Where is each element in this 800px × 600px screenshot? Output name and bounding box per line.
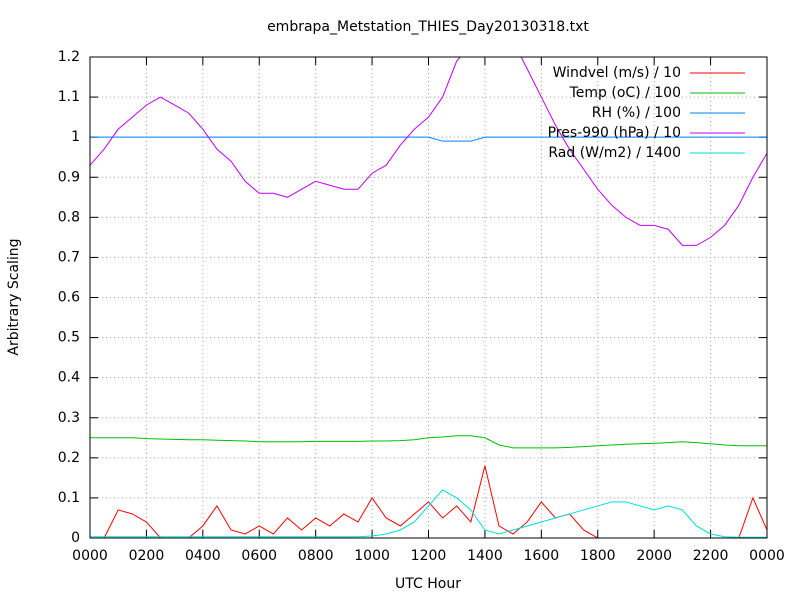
x-tick-label: 0800	[298, 548, 334, 564]
y-tick-label: 0.5	[58, 330, 80, 346]
series-line	[90, 57, 767, 246]
x-tick-label: 1200	[411, 548, 447, 564]
y-tick-label: 0.6	[58, 290, 80, 306]
legend-label: Windvel (m/s) / 10	[553, 65, 681, 81]
y-tick-label: 0.9	[58, 169, 80, 185]
y-tick-label: 1	[71, 129, 80, 145]
series-line	[90, 489, 767, 538]
x-tick-label: 0200	[129, 548, 165, 564]
legend-label: Temp (oC) / 100	[569, 85, 681, 101]
x-tick-label: 2000	[636, 548, 672, 564]
x-tick-label: 0600	[241, 548, 277, 564]
series-line	[90, 465, 767, 538]
x-tick-label: 1800	[580, 548, 616, 564]
legend-label: RH (%) / 100	[592, 105, 681, 121]
y-tick-label: 1.2	[58, 49, 80, 65]
y-tick-label: 0.2	[58, 450, 80, 466]
x-tick-label: 1000	[354, 548, 390, 564]
x-axis-label: UTC Hour	[395, 576, 461, 592]
x-tick-label: 0400	[185, 548, 221, 564]
y-tick-label: 1.1	[58, 89, 80, 105]
x-tick-label: 0000	[72, 548, 108, 564]
y-tick-label: 0.1	[58, 490, 80, 506]
series-line	[90, 136, 767, 142]
legend-label: Pres-990 (hPa) / 10	[548, 125, 681, 141]
legend-label: Rad (W/m2) / 1400	[548, 145, 681, 161]
plot-area	[90, 57, 767, 538]
y-tick-label: 0.7	[58, 249, 80, 265]
y-tick-label: 0.4	[58, 370, 80, 386]
x-tick-label: 1400	[467, 548, 503, 564]
x-tick-label: 1600	[524, 548, 560, 564]
x-tick-label: 0000	[749, 548, 785, 564]
y-tick-label: 0.3	[58, 410, 80, 426]
y-tick-label: 0	[71, 530, 80, 546]
y-axis-label: Arbitrary Scaling	[6, 238, 22, 355]
x-tick-label: 2200	[693, 548, 729, 564]
y-tick-label: 0.8	[58, 209, 80, 225]
plot-border	[89, 56, 768, 539]
series-line	[90, 435, 767, 449]
chart-title: embrapa_Metstation_THIES_Day20130318.txt	[267, 19, 589, 35]
